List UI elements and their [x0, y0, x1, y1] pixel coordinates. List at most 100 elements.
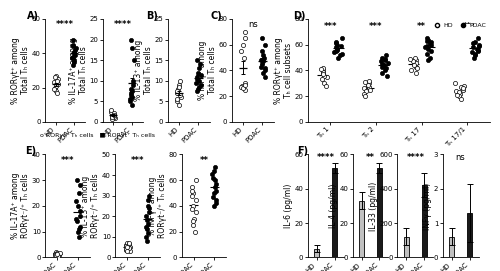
Point: [380, 58, 388, 62]
Y-axis label: % IL-17A⁺ among
Total Tₕ cells: % IL-17A⁺ among Total Tₕ cells: [68, 37, 88, 104]
Point: [52, 75, 60, 79]
Point: [241, 81, 249, 86]
Text: A): A): [27, 11, 39, 21]
Point: [144, 222, 152, 227]
Point: [52, 84, 60, 88]
Text: B): B): [146, 11, 158, 21]
Point: [256, 64, 264, 69]
Point: [69, 44, 77, 49]
Point: [192, 197, 200, 202]
Point: [110, 111, 118, 115]
Point: [125, 241, 133, 245]
Point: [56, 251, 64, 256]
Point: [378, 55, 386, 60]
Text: o RORγt⁻ Tₕ cells   ■ RORγt⁺ Tₕ cells: o RORγt⁻ Tₕ cells ■ RORγt⁺ Tₕ cells: [40, 133, 155, 138]
Point: [458, 86, 466, 91]
Point: [474, 36, 482, 40]
Point: [194, 58, 202, 62]
Point: [338, 51, 346, 56]
Point: [195, 79, 203, 83]
Point: [365, 79, 373, 83]
Point: [320, 81, 328, 86]
Point: [406, 68, 414, 73]
Point: [238, 84, 246, 88]
Point: [69, 63, 77, 67]
Point: [423, 44, 431, 48]
Point: [143, 227, 151, 231]
Point: [451, 81, 459, 86]
Point: [128, 95, 136, 99]
Point: [360, 94, 368, 98]
Point: [70, 54, 78, 59]
Point: [242, 36, 250, 40]
Point: [422, 36, 430, 40]
Point: [52, 250, 60, 254]
Point: [318, 68, 326, 73]
Point: [210, 178, 218, 182]
Bar: [448, 237, 454, 257]
Point: [74, 230, 82, 234]
Point: [108, 109, 116, 114]
Point: [258, 62, 266, 66]
Text: ***: ***: [61, 156, 74, 165]
Point: [145, 193, 153, 198]
Point: [175, 103, 183, 108]
Point: [144, 218, 152, 222]
Point: [212, 188, 220, 193]
Point: [188, 191, 196, 195]
Text: ***: ***: [130, 156, 144, 165]
Point: [192, 230, 200, 234]
Point: [360, 91, 368, 96]
Point: [54, 82, 62, 86]
Point: [130, 58, 138, 62]
Point: [240, 88, 248, 92]
Point: [474, 43, 482, 47]
Point: [70, 51, 78, 56]
Point: [319, 72, 327, 76]
Point: [54, 79, 62, 83]
Bar: [358, 201, 364, 257]
Point: [471, 40, 479, 44]
Point: [241, 82, 249, 87]
Point: [68, 56, 76, 61]
Point: [474, 48, 482, 52]
Point: [381, 68, 389, 73]
Point: [468, 50, 476, 54]
Point: [126, 245, 134, 249]
Point: [52, 254, 60, 258]
Point: [242, 30, 250, 34]
Point: [212, 197, 220, 202]
Point: [176, 79, 184, 83]
Point: [468, 41, 476, 46]
Point: [260, 55, 268, 60]
Point: [125, 247, 133, 251]
Point: [316, 67, 324, 71]
Bar: [422, 185, 428, 257]
Point: [53, 251, 61, 255]
Point: [72, 217, 80, 221]
Point: [332, 49, 340, 53]
Point: [237, 49, 245, 53]
Point: [332, 48, 340, 52]
Bar: [314, 249, 320, 257]
Text: ***: ***: [324, 22, 337, 31]
Point: [73, 178, 81, 182]
Point: [474, 49, 482, 53]
Point: [130, 83, 138, 87]
Point: [259, 59, 267, 64]
Point: [122, 244, 130, 248]
Text: ns: ns: [456, 153, 466, 162]
Point: [173, 91, 181, 95]
Point: [212, 165, 220, 170]
Point: [319, 70, 327, 74]
Point: [456, 91, 464, 96]
Y-axis label: % RORγt⁺ among
Total Tₕ cells: % RORγt⁺ among Total Tₕ cells: [11, 37, 30, 104]
Point: [145, 206, 153, 210]
Y-axis label: IL-33 (pg/ml): IL-33 (pg/ml): [370, 181, 378, 231]
Point: [378, 64, 386, 69]
Point: [126, 246, 134, 250]
Point: [365, 85, 373, 89]
Point: [110, 115, 118, 119]
Point: [362, 89, 370, 93]
Point: [142, 224, 150, 229]
